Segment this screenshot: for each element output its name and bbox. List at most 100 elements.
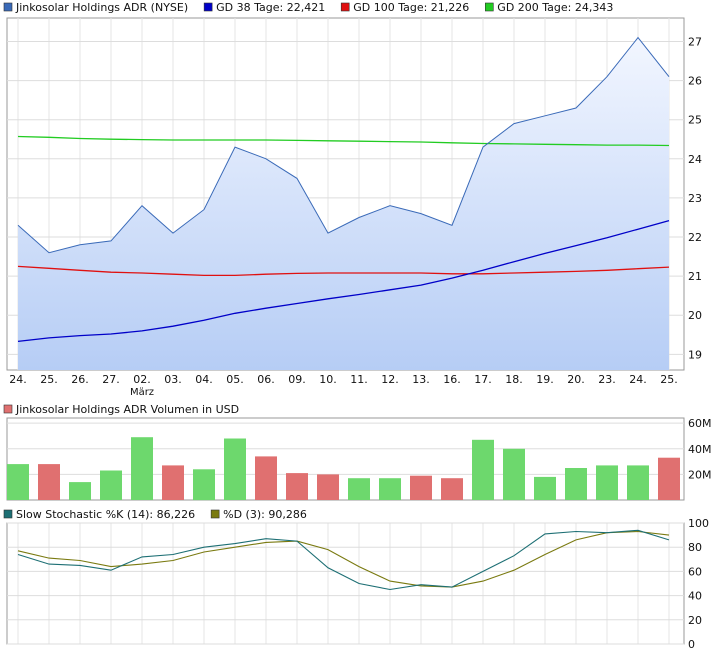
- volume-bar-14: [441, 478, 463, 500]
- price-x-tick-10: 10.: [319, 373, 337, 386]
- price-y-tick-2: 21: [688, 270, 702, 283]
- stochastic-y-tick-labels: 0 20 40 60 80 100: [688, 517, 709, 651]
- price-x-tick-8: 06.: [257, 373, 275, 386]
- volume-bar-10: [317, 474, 339, 500]
- volume-bar-2: [69, 482, 91, 500]
- price-y-tick-3: 22: [688, 231, 702, 244]
- volume-y-tick-2: 60M: [688, 417, 712, 430]
- price-y-tick-8: 27: [688, 35, 702, 48]
- price-legend-label-1: GD 38 Tage: 22,421: [216, 1, 325, 14]
- volume-legend: Jinkosolar Holdings ADR Volumen in USD: [3, 403, 239, 416]
- price-x-tick-16: 18.: [505, 373, 523, 386]
- price-x-tick-3: 27.: [102, 373, 120, 386]
- price-y-tick-5: 24: [688, 153, 702, 166]
- volume-bar-13: [410, 475, 432, 500]
- stochastic-legend-label-0: Slow Stochastic %K (14): 86,226: [16, 508, 195, 521]
- price-y-tick-1: 20: [688, 309, 702, 322]
- price-y-tick-4: 23: [688, 192, 702, 205]
- stochastic-legend-swatch-0: [3, 509, 13, 519]
- volume-bar-11: [348, 478, 370, 500]
- series-line-jinkosolar-holdings-adr-nyse: [17, 36, 670, 254]
- volume-bar-6: [193, 469, 215, 501]
- stochastic-plot-area: [6, 522, 685, 645]
- price-legend: Jinkosolar Holdings ADR (NYSE) GD 38 Tage…: [3, 1, 613, 14]
- price-x-tick-9: 09.: [288, 373, 306, 386]
- stochastic-y-tick-5: 100: [688, 517, 709, 530]
- price-legend-swatch-1: [203, 2, 213, 12]
- price-x-tick-labels: 24. 25. 26. 27. 02. 03. 04. 05. 06. 09. 10. 11. 12. 1…: [9, 373, 678, 398]
- stochastic-legend: Slow Stochastic %K (14): 86,226 %D (3): 9…: [3, 508, 307, 521]
- price-x-tick-19: 23.: [598, 373, 616, 386]
- price-legend-swatch-2: [340, 2, 350, 12]
- volume-bar-16: [503, 448, 525, 501]
- volume-bar-20: [627, 465, 649, 500]
- price-x-tick-12: 12.: [381, 373, 399, 386]
- series-line-slow-stochastic-k-14: [17, 529, 670, 591]
- price-legend-label-0: Jinkosolar Holdings ADR (NYSE): [15, 1, 188, 14]
- price-y-tick-0: 19: [688, 348, 702, 361]
- volume-legend-label-0: Jinkosolar Holdings ADR Volumen in USD: [15, 403, 239, 416]
- price-legend-label-3: GD 200 Tage: 24,343: [497, 1, 613, 14]
- volume-y-tick-labels: 20M 40M 60M: [688, 417, 712, 481]
- price-x-tick-17: 19.: [536, 373, 554, 386]
- price-x-tick-0: 24.: [9, 373, 27, 386]
- stochastic-y-tick-1: 20: [688, 614, 702, 627]
- price-x-tick-13: 13.: [412, 373, 430, 386]
- stochastic-panel: 0 20 40 60 80 100 Slow Stochastic %K (14): 86…: [3, 508, 709, 651]
- stochastic-y-tick-2: 40: [688, 590, 702, 603]
- price-y-tick-6: 25: [688, 114, 702, 127]
- series-line-d-3: [17, 530, 670, 588]
- volume-bar-12: [379, 478, 401, 500]
- price-y-tick-labels: 19 20 21 22 23 24 25 26 27: [688, 35, 702, 361]
- volume-bar-9: [286, 473, 308, 500]
- stochastic-y-tick-4: 80: [688, 541, 702, 554]
- volume-y-tick-1: 40M: [688, 443, 712, 456]
- series-line-gd-200-tage: [17, 135, 670, 147]
- volume-bar-15: [472, 439, 494, 500]
- volume-panel: 20M 40M 60M Jinkosolar Holdings ADR Volume…: [3, 403, 712, 501]
- price-x-tick-2: 26.: [71, 373, 89, 386]
- price-x-tick-1: 25.: [40, 373, 58, 386]
- volume-bar-7: [224, 438, 246, 500]
- series-line-gd-38-tage: [17, 219, 670, 343]
- stochastic-y-tick-0: 0: [688, 638, 695, 651]
- volume-bar-5: [162, 465, 184, 500]
- price-series-lines: [17, 36, 670, 343]
- volume-bar-8: [255, 456, 277, 500]
- price-x-tick-5: 03.: [164, 373, 182, 386]
- price-y-tick-7: 26: [688, 75, 702, 88]
- price-legend-label-2: GD 100 Tage: 21,226: [353, 1, 469, 14]
- volume-bar-18: [565, 468, 587, 500]
- stochastic-series-lines: [17, 529, 670, 591]
- stochastic-y-tick-3: 60: [688, 565, 702, 578]
- volume-bars: [7, 437, 680, 501]
- stochastic-legend-label-1: %D (3): 90,286: [223, 508, 307, 521]
- price-area-fill: [18, 37, 669, 370]
- price-x-month-label: März: [130, 387, 154, 398]
- price-x-tick-15: 17.: [474, 373, 492, 386]
- price-x-tick-6: 04.: [195, 373, 213, 386]
- price-x-tick-7: 05.: [226, 373, 244, 386]
- volume-bar-4: [131, 437, 153, 500]
- price-panel: 19 20 21 22 23 24 25 26 27 24. 25. 26. 27. 02. 03. 04.…: [3, 1, 702, 398]
- price-x-tick-11: 11.: [350, 373, 368, 386]
- volume-bar-21: [658, 457, 680, 500]
- volume-bar-17: [534, 476, 556, 500]
- price-x-tick-20: 24.: [629, 373, 647, 386]
- series-line-gd-100-tage: [17, 265, 670, 277]
- stochastic-legend-swatch-1: [210, 509, 220, 519]
- price-legend-swatch-0: [3, 2, 13, 12]
- volume-bar-0: [7, 464, 29, 500]
- price-x-tick-14: 16.: [443, 373, 461, 386]
- stochastic-grid: [7, 522, 684, 645]
- price-x-tick-18: 20.: [567, 373, 585, 386]
- price-legend-swatch-3: [484, 2, 494, 12]
- volume-y-tick-0: 20M: [688, 468, 712, 481]
- volume-bar-19: [596, 465, 618, 500]
- volume-bar-1: [38, 464, 60, 500]
- price-x-tick-21: 25.: [660, 373, 678, 386]
- volume-legend-swatch-0: [3, 404, 13, 414]
- volume-bar-3: [100, 470, 122, 500]
- price-x-tick-4: 02.: [133, 373, 151, 386]
